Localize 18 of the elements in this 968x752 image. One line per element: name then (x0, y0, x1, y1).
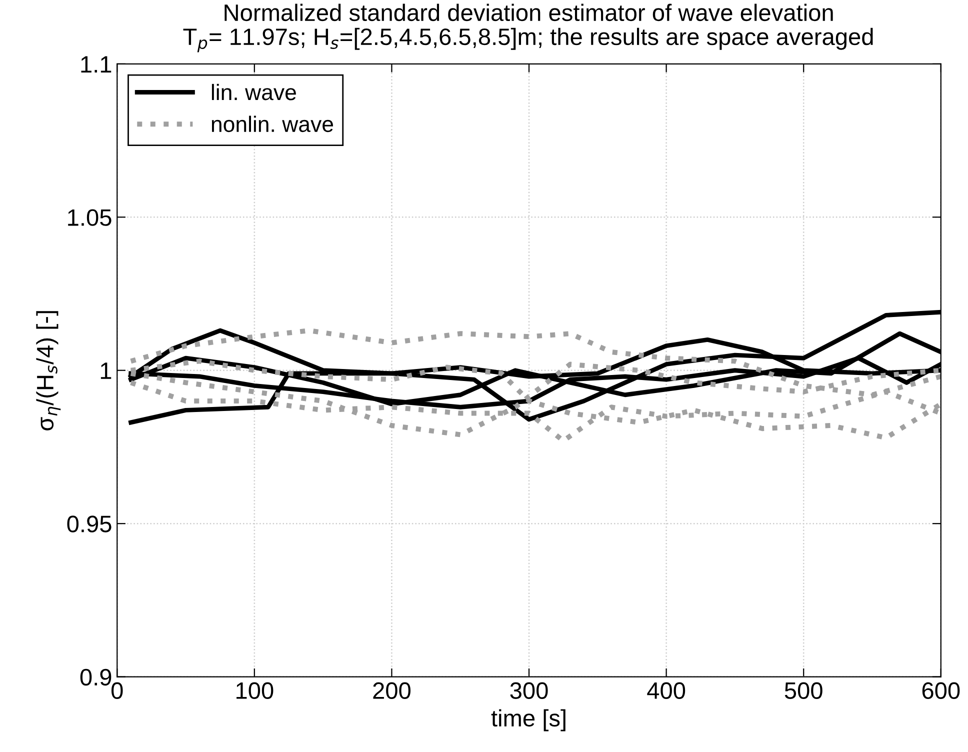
x-tick-label: 300 (510, 682, 548, 700)
x-tick-label: 100 (236, 682, 274, 700)
x-tick-label: 0 (111, 682, 123, 700)
chart-title: Normalized standard deviation estimator of wave elevation (224, 4, 833, 22)
legend-label: nonlin. wave (212, 116, 334, 132)
x-axis-title: time [s] (491, 709, 566, 732)
y-axis-title: σ$_{η}$/(H$_{s}$/4) [-] (36, 311, 61, 430)
x-tick-label: 200 (373, 682, 410, 700)
y-tick-label: 1.1 (81, 56, 112, 72)
legend-label: lin. wave (212, 84, 296, 100)
y-tick-label: 0.95 (67, 516, 112, 532)
x-tick-label: 500 (784, 682, 822, 700)
y-tick-label: 1 (100, 362, 112, 379)
chart-subtitle: T$_{p}$= 11.97s; H$_{s}$=[2.5,4.5,6.5,8.5]m; the results are space averaged (183, 28, 873, 52)
y-tick-label: 1.05 (68, 209, 112, 226)
x-tick-label: 600 (922, 682, 960, 700)
x-tick-label: 400 (647, 682, 686, 700)
y-tick-label: 0.9 (80, 668, 112, 686)
